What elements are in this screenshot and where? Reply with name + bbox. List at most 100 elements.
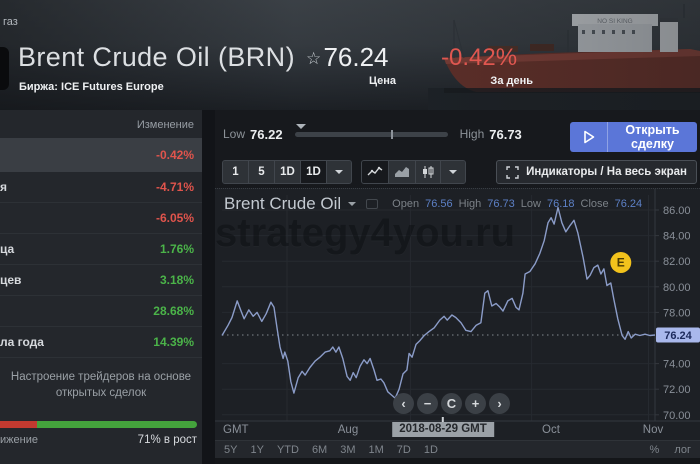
interval-button-1d[interactable]: 1D xyxy=(301,161,327,183)
slider-mid-tick xyxy=(390,129,393,139)
timezone-label: GMT xyxy=(223,424,249,436)
chart-area: strategy4you.ru 86.00 84.00 82.00 80.00 78.0… xyxy=(215,188,700,440)
photo-dim-overlay xyxy=(0,0,700,110)
open-deal-label: Открыть сделку xyxy=(625,123,680,151)
sentiment-bar xyxy=(0,421,197,428)
svg-text:84.00: 84.00 xyxy=(663,231,691,243)
date-tooltip: 2018-08-29 GMT xyxy=(392,422,494,437)
candles-chart-type-button[interactable] xyxy=(416,161,441,183)
indicators-label: Индикаторы / На весь экран xyxy=(526,166,687,178)
high-value: 76.73 xyxy=(489,126,522,142)
range-button-1y[interactable]: 1Y xyxy=(250,443,264,456)
price-caption: Цена xyxy=(368,75,396,87)
change-value: 28.68% xyxy=(153,304,194,318)
instrument-title: Brent Crude Oil (BRN) xyxy=(18,42,295,72)
svg-text:E: E xyxy=(617,256,625,270)
current-price-label xyxy=(656,327,700,343)
performance-sidebar: Изменение -0.42% я -4.71% -6.05% ца 1.76% ц… xyxy=(0,110,202,464)
x-tick-label: Aug xyxy=(337,424,359,436)
menu-fragment[interactable]: газ xyxy=(3,16,18,28)
sentiment-bar-up xyxy=(37,421,197,428)
performance-row[interactable]: цев 3.18% xyxy=(0,265,202,296)
sentiment-bar-down xyxy=(0,421,38,428)
snapshot-icon[interactable] xyxy=(366,199,379,209)
left-edge-tab[interactable] xyxy=(0,47,9,90)
change-value: 1.76% xyxy=(159,242,194,256)
svg-text:76.24: 76.24 xyxy=(664,330,692,342)
slider-caret[interactable] xyxy=(295,123,306,134)
ohlc-label: High xyxy=(458,198,482,210)
ohlc-readout: Open 76.56 High 76.73 Low 76.18 Close 76.24 xyxy=(392,198,642,210)
ohlc-value: 76.56 xyxy=(425,198,453,210)
performance-row[interactable]: ла года 14.39% xyxy=(0,327,202,358)
ohlc-label: Open xyxy=(392,198,420,210)
interval-dropdown[interactable] xyxy=(327,161,351,183)
low-value: 76.22 xyxy=(250,126,283,142)
change-value: 3.18% xyxy=(159,273,194,287)
scale-button-%[interactable]: % xyxy=(649,443,660,456)
period-label: я xyxy=(0,180,8,194)
low-label: Low xyxy=(223,127,246,141)
performance-row[interactable]: я -4.71% xyxy=(0,172,202,203)
performance-row[interactable]: -6.05% xyxy=(0,203,202,234)
favorite-star-icon[interactable]: ☆ xyxy=(305,49,322,68)
range-button-ytd[interactable]: YTD xyxy=(276,443,299,456)
reset-button[interactable]: C xyxy=(441,393,462,414)
pan-left-button[interactable]: ‹ xyxy=(393,393,414,414)
instrument-header: NO SI KING газ Brent Crude Oil (BRN) ☆ Б… xyxy=(0,0,700,110)
play-icon xyxy=(570,122,608,152)
price-range-slider[interactable] xyxy=(294,123,448,139)
change-value: 14.39% xyxy=(153,335,194,349)
interval-button-1d[interactable]: 1D xyxy=(275,161,301,183)
chart-nav-buttons: ‹ − C + › xyxy=(393,393,510,414)
sentiment-down-label: ижение xyxy=(0,434,38,446)
sentiment-title-line2: открытых сделок xyxy=(55,387,147,399)
x-axis: GMT Aug Oct Nov 2018-08-29 GMT xyxy=(215,421,700,441)
open-deal-button[interactable]: Открыть сделку xyxy=(570,122,697,152)
range-button-3m[interactable]: 3M xyxy=(340,443,356,456)
svg-text:82.00: 82.00 xyxy=(663,256,691,268)
event-badge[interactable] xyxy=(610,252,632,273)
range-button-7d[interactable]: 7D xyxy=(396,443,411,456)
range-button-1m[interactable]: 1M xyxy=(368,443,384,456)
exchange-label: Биржа: ICE Futures Europe xyxy=(19,81,164,93)
performance-row[interactable]: 28.68% xyxy=(0,296,202,327)
change-caption: За день xyxy=(490,75,533,87)
ohlc-label: Close xyxy=(580,198,609,210)
range-button-6m[interactable]: 6M xyxy=(311,443,328,456)
trade-row: Low 76.22 High 76.73 Открыть сделку xyxy=(215,110,700,158)
change-value: -4.71% xyxy=(155,180,194,194)
chart-symbol-selector[interactable]: Brent Crude Oil xyxy=(224,194,342,213)
area-chart-type-button[interactable] xyxy=(389,161,416,183)
range-button-1d[interactable]: 1D xyxy=(423,443,438,456)
range-button-5y[interactable]: 5Y xyxy=(224,443,238,456)
line-chart-type-button[interactable] xyxy=(362,161,389,183)
scale-button-лог[interactable]: лог xyxy=(674,443,691,456)
high-label: High xyxy=(459,127,485,141)
zoom-out-button[interactable]: − xyxy=(417,393,438,414)
sentiment-block: Настроение трейдеров на основе открытых … xyxy=(0,369,202,446)
change-column-header: Изменение xyxy=(136,119,194,131)
ohlc-label: Low xyxy=(520,198,541,210)
chart-type-group xyxy=(361,160,466,184)
indicators-fullscreen-button[interactable]: Индикаторы / На весь экран xyxy=(496,160,697,184)
performance-row[interactable]: -0.42% xyxy=(0,138,202,172)
performance-row[interactable]: ца 1.76% xyxy=(0,234,202,265)
bottom-strip xyxy=(215,458,700,464)
chevron-down-icon xyxy=(335,170,343,178)
interval-button-group: 1 5 1D 1D xyxy=(222,160,352,184)
fullscreen-icon xyxy=(506,165,519,179)
change-value: -0.42% xyxy=(155,147,194,162)
chart-type-dropdown[interactable] xyxy=(441,161,465,183)
interval-button-1[interactable]: 1 xyxy=(223,161,249,183)
ohlc-value: 76.73 xyxy=(487,198,515,210)
price-plot[interactable]: 86.00 84.00 82.00 80.00 78.00 74.00 72.00 70.00… xyxy=(215,189,700,441)
svg-text:80.00: 80.00 xyxy=(663,282,691,294)
ohlc-value: 76.18 xyxy=(546,198,575,210)
period-label: цев xyxy=(0,273,22,287)
ohlc-value: 76.24 xyxy=(614,198,643,210)
x-tick-label: Nov xyxy=(642,424,664,436)
interval-button-5[interactable]: 5 xyxy=(249,161,275,183)
zoom-in-button[interactable]: + xyxy=(465,393,486,414)
pan-right-button[interactable]: › xyxy=(489,393,510,414)
